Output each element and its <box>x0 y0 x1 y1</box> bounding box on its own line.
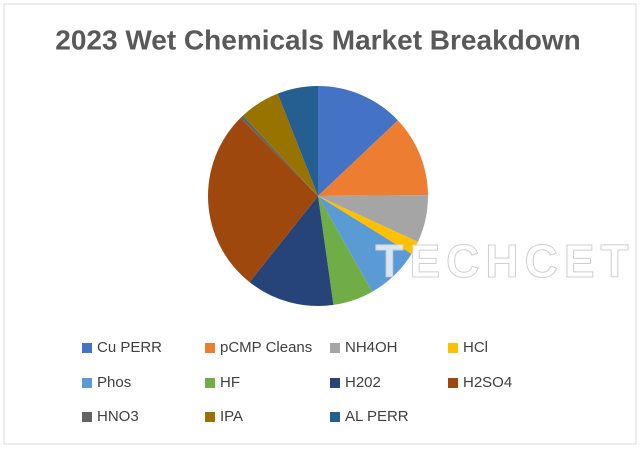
legend-label: AL PERR <box>345 408 409 425</box>
legend-label: HF <box>220 374 240 391</box>
pie-slice <box>318 196 412 292</box>
pie-slice <box>318 120 428 196</box>
watermark: TECHCET <box>375 235 634 287</box>
legend-label: Phos <box>97 374 131 391</box>
chart-title: 2023 Wet Chemicals Market Breakdown <box>55 24 580 55</box>
legend-swatch <box>205 378 215 388</box>
pie-slice <box>318 195 428 242</box>
legend-label: Cu PERR <box>97 339 162 356</box>
legend-swatch <box>448 343 458 353</box>
legend-swatch <box>82 343 92 353</box>
legend-label: NH4OH <box>345 339 398 356</box>
legend-swatch <box>330 412 340 422</box>
legend-label: HCl <box>463 339 488 356</box>
legend-swatch <box>205 343 215 353</box>
pie-slice <box>208 117 318 283</box>
legend-swatch <box>205 412 215 422</box>
legend-swatch <box>330 378 340 388</box>
pie-slice <box>249 196 334 306</box>
legend-swatch <box>82 378 92 388</box>
legend-swatch <box>82 412 92 422</box>
legend-swatch <box>448 378 458 388</box>
legend-label: IPA <box>220 408 243 425</box>
legend-label: HNO3 <box>97 408 139 425</box>
pie-slice <box>318 196 373 305</box>
legend-swatch <box>330 343 340 353</box>
pie-slice <box>243 93 318 196</box>
pie-slice <box>277 86 318 196</box>
pie-slice <box>318 196 418 254</box>
legend-label: pCMP Cleans <box>220 339 312 356</box>
pie-slice <box>240 115 318 196</box>
legend-label: H202 <box>345 374 381 391</box>
pie-slice <box>318 86 398 196</box>
legend-label: H2SO4 <box>463 374 512 391</box>
